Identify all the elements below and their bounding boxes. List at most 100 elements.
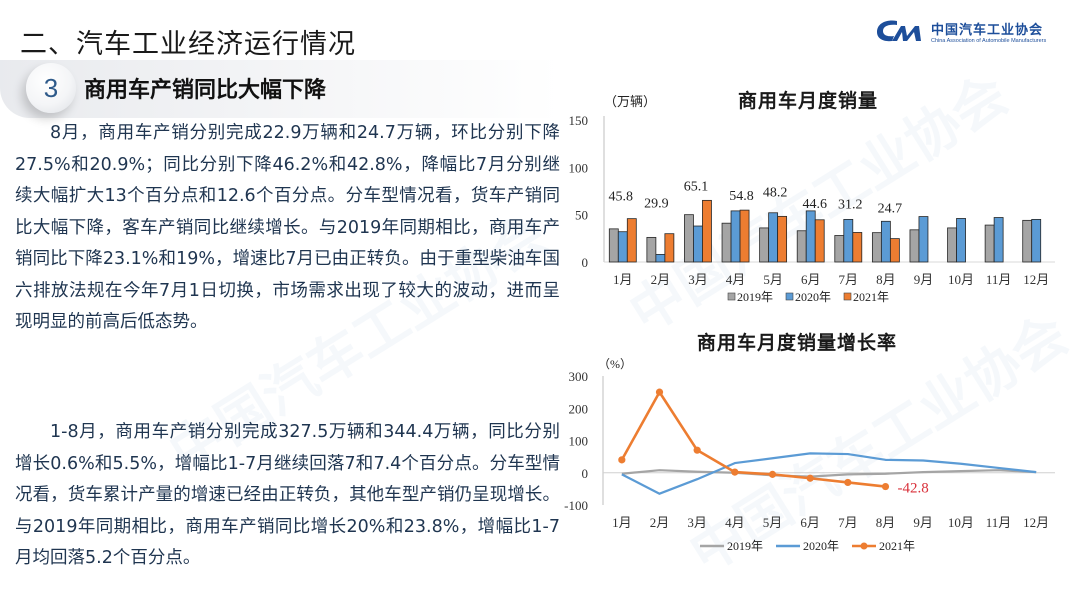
bar-chart: （万辆） 0 50 100 150 1月 2月 3月 4月 5月 6月 7月 8月 9月 10月 11月 12月… [569,94,1055,304]
series-line [621,452,1037,495]
annotation-label: -42.8 [898,481,929,497]
bar [608,228,619,263]
x-tick-label: 7月 [838,515,858,530]
data-point [693,446,701,454]
series-line [620,390,886,488]
x-tick-label: 1月 [613,272,633,287]
x-tick-label: 6月 [801,272,821,287]
x-tick-label: 4月 [726,272,746,287]
bar [834,235,845,263]
data-point [731,468,739,476]
bar [889,238,900,263]
x-tick-label: 4月 [725,515,745,530]
y-axis-unit: （%） [598,357,632,371]
slide-title: 二、汽车工业经济运行情况 [20,29,356,60]
y-axis-unit: （万辆） [604,94,656,109]
data-point [806,474,814,482]
caam-logo-icon [877,20,921,42]
section-title: 商用车产销同比大幅下降 [84,78,327,103]
data-label: 65.1 [684,179,709,194]
y-tick-label: 100 [569,434,589,449]
bar [956,218,966,263]
bar [843,218,854,263]
bar [693,225,703,263]
x-tick-label: 10月 [948,515,974,530]
bar [814,219,825,263]
bar [684,214,694,263]
x-tick-label: 12月 [1023,272,1049,287]
x-tick-label: 6月 [800,515,820,530]
bar [1022,219,1033,263]
legend-swatch [843,292,852,301]
section-number: 3 [43,72,59,103]
data-label: 45.8 [609,190,634,205]
data-label: 44.6 [802,197,827,212]
y-tick-label: 0 [582,255,589,270]
legend-label: 2019年 [737,290,773,304]
line-chart-title: 商用车月度销量增长率 [697,332,898,354]
data-label: 48.2 [763,185,788,200]
legend-swatch [785,292,794,301]
bar [777,215,788,263]
paragraph-august: 8月，商用车产销分别完成22.9万辆和24.7万辆，环比分别下降27.5%和20… [15,123,560,332]
data-point [618,456,626,464]
x-tick-label: 7月 [839,272,859,287]
logo-name-en: China Association of Automobile Manufact… [931,37,1047,44]
x-tick-label: 8月 [876,272,896,287]
legend-label: 2020年 [803,539,839,553]
data-label: 54.8 [729,189,754,204]
x-tick-label: 5月 [763,272,783,287]
y-tick-label: -100 [564,498,588,513]
bar [880,220,891,263]
bar [759,227,770,263]
x-tick-label: 8月 [876,515,896,530]
x-tick-label: 12月 [1023,515,1049,530]
legend-swatch [727,292,736,301]
bar-chart-title: 商用车月度销量 [738,90,879,112]
y-tick-label: 300 [569,369,589,384]
bar [721,222,732,263]
bar [918,216,929,263]
legend-marker [860,542,868,550]
data-label: 31.2 [838,197,863,212]
bar [909,229,920,263]
bar [947,227,957,263]
data-point [768,470,777,478]
y-tick-label: 0 [582,466,589,481]
y-tick-label: 150 [569,113,589,128]
y-tick-label: 50 [575,208,588,223]
x-tick-label: 11月 [986,515,1012,530]
x-tick-label: 5月 [763,515,783,530]
x-tick-label: 3月 [688,272,708,287]
bar [730,210,741,263]
section-number-badge: 3 [26,63,76,113]
legend-label: 2019年 [727,539,763,553]
caam-logo: 中国汽车工业协会 China Association of Automobile… [875,18,1046,44]
x-tick-label: 2月 [651,272,671,287]
paragraph-jan-aug: 1-8月，商用车产销分别完成327.5万辆和344.4万辆，同比分别增长0.6%… [15,422,560,568]
x-tick-label: 1月 [612,515,632,530]
logo-name-cn: 中国汽车工业协会 [931,22,1044,38]
legend-label: 2021年 [853,290,889,304]
bar [984,224,995,263]
bar [871,232,882,263]
bar [768,212,779,263]
bar [805,210,816,263]
x-tick-label: 3月 [687,515,707,530]
legend-label: 2021年 [879,539,915,553]
y-tick-label: 200 [569,401,589,416]
bar [739,209,750,263]
x-tick-label: 10月 [948,272,974,287]
section-header-background [0,60,560,118]
bar [1031,218,1042,263]
x-tick-label: 9月 [913,515,933,530]
data-point [881,482,890,491]
series-line [621,469,1037,478]
bar [646,236,657,263]
data-point [655,388,664,396]
bar [993,217,1004,263]
bar [796,230,807,263]
bar [852,232,863,263]
data-point [844,478,852,487]
data-label: 29.9 [644,197,669,212]
